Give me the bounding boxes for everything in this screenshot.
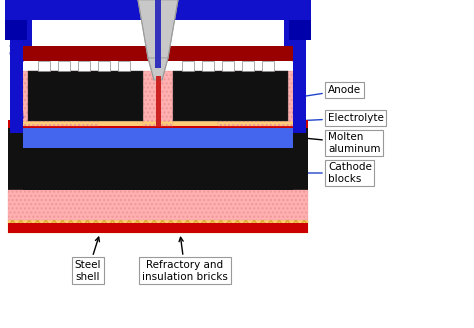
Text: Electrolyte: Electrolyte <box>297 113 384 123</box>
Bar <box>8 220 308 233</box>
Bar <box>23 71 98 126</box>
Bar <box>8 120 308 128</box>
Bar <box>271 123 293 223</box>
Bar <box>10 0 23 133</box>
Bar <box>5 0 311 10</box>
Text: Refractory and
insulation bricks: Refractory and insulation bricks <box>142 237 228 282</box>
Bar <box>271 123 293 223</box>
Bar <box>289 20 311 40</box>
Bar <box>218 71 293 126</box>
Bar <box>156 76 161 126</box>
Bar <box>262 61 274 71</box>
Bar <box>8 123 23 233</box>
Bar <box>23 123 45 223</box>
Bar <box>98 61 110 71</box>
Bar <box>23 123 45 223</box>
Bar <box>242 61 254 71</box>
Bar <box>143 71 173 126</box>
Bar <box>58 61 70 71</box>
Bar <box>222 61 234 71</box>
Bar <box>23 121 293 126</box>
Bar <box>5 20 27 40</box>
Bar <box>118 61 130 71</box>
Bar <box>182 61 194 71</box>
Bar <box>22 20 32 46</box>
Bar <box>8 220 308 233</box>
Bar <box>8 190 308 220</box>
Text: Cathode
blocks: Cathode blocks <box>297 162 372 184</box>
Bar <box>23 116 293 126</box>
Bar <box>8 223 308 233</box>
Bar <box>155 0 161 68</box>
Bar <box>293 0 306 133</box>
Bar <box>8 190 308 220</box>
Bar <box>218 71 293 126</box>
Text: Steel
shell: Steel shell <box>75 237 101 282</box>
Bar <box>78 61 90 71</box>
Bar <box>143 71 173 126</box>
Bar <box>5 8 311 20</box>
Bar <box>23 46 148 61</box>
Text: Molten
aluminum: Molten aluminum <box>297 132 381 154</box>
Bar <box>168 46 293 61</box>
Bar <box>23 71 98 126</box>
Polygon shape <box>148 58 168 80</box>
Text: Anode: Anode <box>297 85 361 99</box>
Bar <box>23 148 293 190</box>
Bar <box>38 61 50 71</box>
Bar <box>28 71 143 121</box>
Bar <box>173 71 288 121</box>
Polygon shape <box>138 0 178 58</box>
Bar <box>202 61 214 71</box>
Bar <box>23 126 293 148</box>
Bar <box>284 20 294 46</box>
Bar <box>293 123 308 233</box>
